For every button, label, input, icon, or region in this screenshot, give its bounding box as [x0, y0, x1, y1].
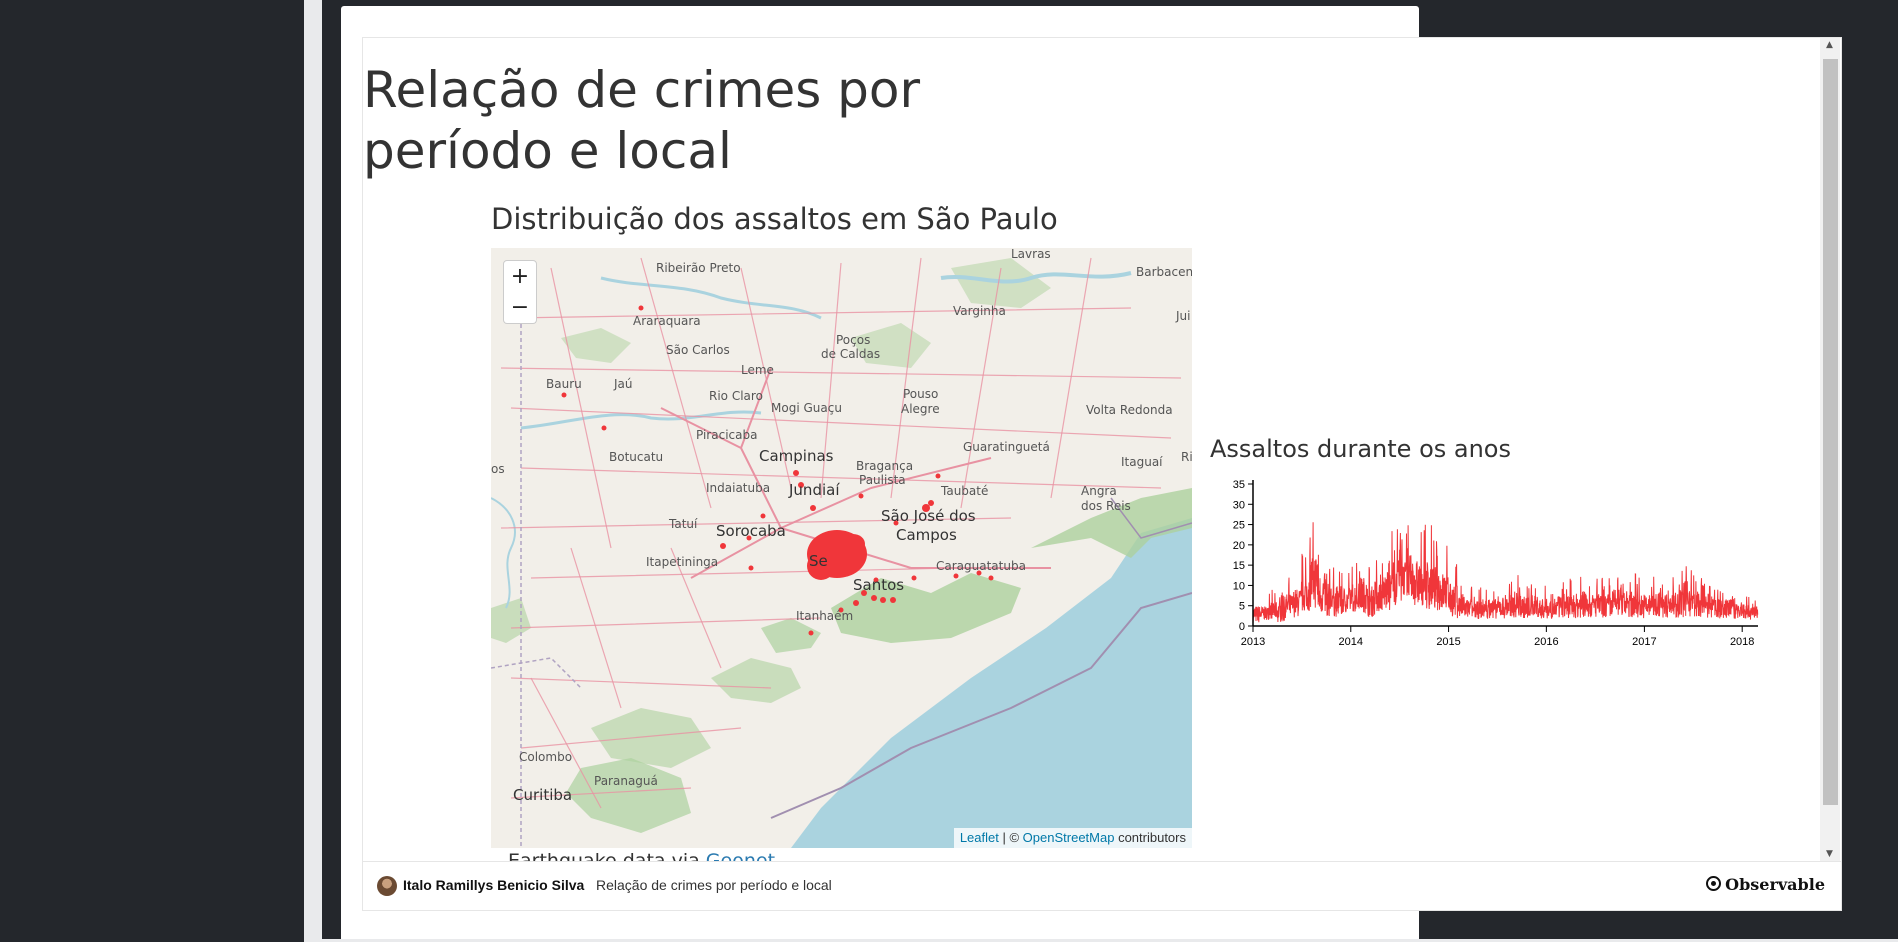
svg-text:Jaú: Jaú: [613, 377, 633, 391]
svg-text:Paulista: Paulista: [859, 473, 906, 487]
scroll-down-arrow-icon[interactable]: ▼: [1826, 849, 1833, 859]
map-tiles: Ribeirão Preto Lavras Barbacena Araraqua…: [491, 248, 1192, 848]
svg-text:Campinas: Campinas: [759, 447, 834, 465]
x-tick-label-2016: 2016: [1534, 636, 1558, 648]
svg-text:dos Reis: dos Reis: [1081, 499, 1131, 513]
leaflet-map[interactable]: Ribeirão Preto Lavras Barbacena Araraqua…: [491, 248, 1192, 848]
y-tick-label-15: 15: [1233, 560, 1245, 572]
svg-text:Barbacena: Barbacena: [1136, 265, 1192, 279]
svg-text:Ribeirão Preto: Ribeirão Preto: [656, 261, 741, 275]
page-title: Relação de crimes por período e local: [363, 61, 921, 180]
y-tick-label-30: 30: [1233, 499, 1245, 511]
footer-notebook-name[interactable]: Relação de crimes por período e local: [596, 877, 832, 893]
observable-logo-icon: [1706, 876, 1722, 891]
svg-text:Angra: Angra: [1081, 484, 1117, 498]
svg-text:Poços: Poços: [836, 333, 870, 347]
assaltos-line-chart: 0 5 10 15 20 25 30 35 2013 2014 2015 2016 2017 2018: [1233, 479, 1759, 648]
x-tick-label-2013: 2013: [1241, 636, 1265, 648]
svg-text:Rio Claro: Rio Claro: [709, 389, 763, 403]
svg-text:Taubaté: Taubaté: [940, 484, 988, 498]
notebook-footer: Italo Ramillys Benicio Silva Relação de …: [362, 862, 1842, 911]
svg-text:Paranaguá: Paranaguá: [594, 774, 658, 788]
svg-text:Caraguatatuba: Caraguatatuba: [936, 559, 1026, 573]
scroll-thumb[interactable]: [1823, 59, 1838, 805]
svg-text:Ri: Ri: [1181, 450, 1192, 464]
svg-text:São Carlos: São Carlos: [666, 343, 730, 357]
openstreetmap-link[interactable]: OpenStreetMap: [1022, 830, 1115, 845]
svg-text:Se: Se: [809, 552, 828, 570]
observable-brand[interactable]: Observable: [1706, 875, 1825, 894]
note-prefix: Earthquake data via: [508, 850, 706, 862]
page-bottom-edge: [322, 939, 1898, 942]
frame-scrollbar[interactable]: ▲ ▼: [1820, 38, 1840, 861]
brand-label: Observable: [1725, 875, 1825, 894]
zoom-out-button[interactable]: −: [503, 292, 537, 324]
svg-text:Sorocaba: Sorocaba: [716, 522, 786, 540]
svg-text:Indaiatuba: Indaiatuba: [706, 481, 770, 495]
svg-text:Colombo: Colombo: [519, 750, 572, 764]
svg-text:Volta Redonda: Volta Redonda: [1086, 403, 1173, 417]
geonet-link[interactable]: Geonet: [705, 850, 776, 862]
y-tick-label-35: 35: [1233, 479, 1245, 491]
svg-text:Itaguaí: Itaguaí: [1121, 455, 1163, 469]
svg-text:Piracicaba: Piracicaba: [696, 428, 757, 442]
x-tick-label-2014: 2014: [1339, 636, 1363, 648]
zoom-in-button[interactable]: +: [503, 260, 537, 293]
author-name[interactable]: Italo Ramillys Benicio Silva: [403, 877, 585, 893]
attribution-suffix: contributors: [1114, 830, 1186, 845]
series-line-0: [1252, 522, 1759, 624]
data-source-note: Earthquake data via Geonet: [508, 850, 776, 862]
svg-text:São José dos: São José dos: [881, 507, 976, 525]
svg-text:Pouso: Pouso: [903, 387, 938, 401]
author-avatar[interactable]: [377, 876, 397, 896]
svg-text:Alegre: Alegre: [901, 402, 940, 416]
svg-text:Jui: Jui: [1175, 309, 1190, 323]
leaflet-link[interactable]: Leaflet: [959, 830, 999, 845]
svg-text:Curitiba: Curitiba: [513, 786, 572, 804]
y-tick-label-20: 20: [1233, 540, 1245, 552]
svg-text:Guaratinguetá: Guaratinguetá: [963, 440, 1050, 454]
svg-text:Bauru: Bauru: [546, 377, 582, 391]
svg-text:Mogi Guaçu: Mogi Guaçu: [771, 401, 842, 415]
y-tick-label-0: 0: [1239, 621, 1245, 633]
svg-text:os: os: [491, 462, 505, 476]
chart-title: Assaltos durante os anos: [1210, 435, 1511, 463]
y-tick-label-5: 5: [1239, 601, 1245, 613]
map-attribution: Leaflet | © OpenStreetMap contributors: [953, 828, 1192, 848]
x-tick-label-2018: 2018: [1730, 636, 1754, 648]
svg-text:Itapetininga: Itapetininga: [646, 555, 718, 569]
svg-text:Lavras: Lavras: [1011, 248, 1051, 261]
svg-text:Bragança: Bragança: [856, 459, 913, 473]
svg-text:Itanhaém: Itanhaém: [796, 609, 853, 623]
svg-text:Tatuí: Tatuí: [668, 517, 698, 531]
notebook-frame: Relação de crimes por período e local Di…: [362, 37, 1842, 862]
x-tick-label-2017: 2017: [1632, 636, 1656, 648]
svg-text:Leme: Leme: [741, 363, 774, 377]
svg-text:Botucatu: Botucatu: [609, 450, 663, 464]
svg-text:Varginha: Varginha: [953, 304, 1006, 318]
desktop-background: [0, 0, 304, 942]
map-title: Distribuição dos assaltos em São Paulo: [491, 202, 1058, 236]
svg-text:Jundiaí: Jundiaí: [788, 481, 840, 499]
x-tick-label-2015: 2015: [1436, 636, 1460, 648]
scroll-up-arrow-icon[interactable]: ▲: [1826, 40, 1833, 50]
svg-text:Santos: Santos: [853, 576, 904, 594]
svg-text:Campos: Campos: [896, 526, 957, 544]
y-tick-label-25: 25: [1233, 520, 1245, 532]
svg-text:Araraquara: Araraquara: [633, 314, 701, 328]
attribution-separator: | ©: [998, 830, 1023, 845]
y-tick-label-10: 10: [1233, 580, 1245, 592]
page-gutter: [304, 0, 322, 942]
svg-text:de Caldas: de Caldas: [821, 347, 880, 361]
